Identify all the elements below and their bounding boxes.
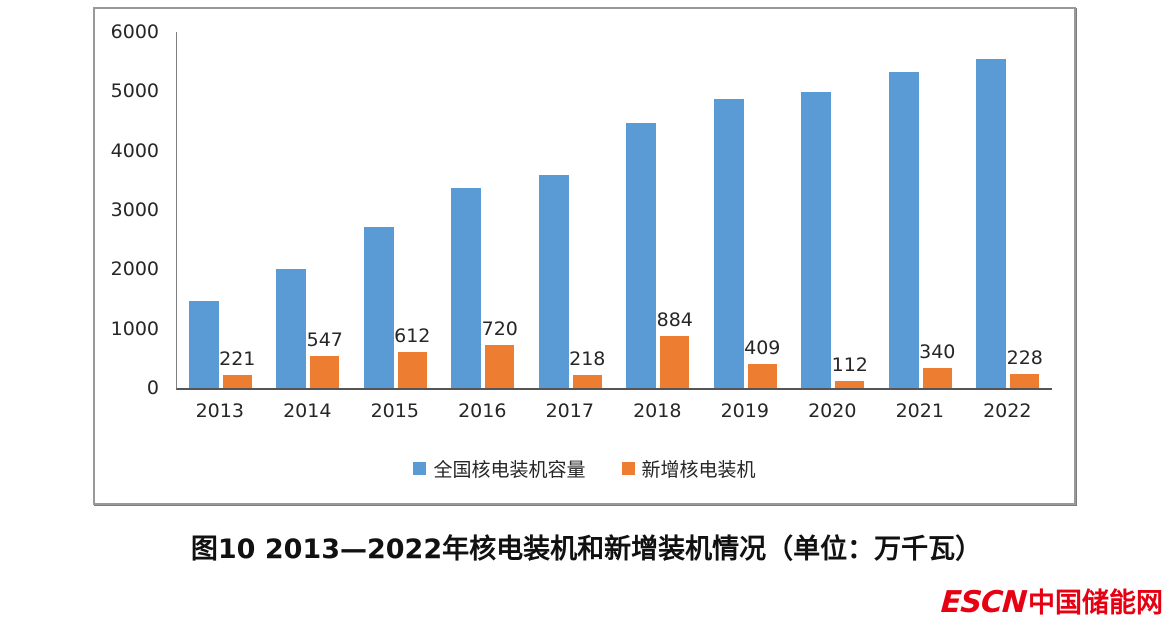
bar-new-2014 (310, 355, 340, 388)
escn-site-name: 中国储能网 (1028, 588, 1163, 619)
bar-value-label: 612 (394, 324, 431, 347)
bar-total-2017 (538, 175, 569, 388)
bar-value-label: 409 (744, 336, 781, 359)
bar-value-label: 720 (481, 318, 518, 341)
bar-value-label: 228 (1006, 347, 1043, 370)
legend-swatch-icon (621, 462, 635, 475)
x-tick-label: 2015 (370, 400, 419, 422)
bar-total-2022 (976, 58, 1007, 388)
x-tick-label: 2018 (633, 400, 682, 422)
bar-total-2015 (363, 226, 394, 388)
legend-item-new: 新增核电装机 (621, 455, 756, 482)
y-tick-label: 2000 (110, 258, 159, 281)
x-tick-label: 2016 (458, 400, 507, 422)
bar-value-label: 218 (569, 348, 606, 371)
bar-new-2019 (747, 363, 777, 388)
x-tick-label: 2013 (195, 400, 244, 422)
legend-swatch-icon (413, 462, 427, 475)
bar-total-2014 (276, 268, 307, 388)
bar-value-label: 340 (919, 340, 956, 363)
bar-total-2016 (451, 188, 482, 388)
x-tick-label: 2017 (545, 400, 594, 422)
escn-logo-text: ESCN (939, 585, 1028, 620)
bar-value-label: 221 (219, 347, 256, 370)
y-tick-label: 5000 (110, 80, 159, 103)
y-tick-label: 1000 (110, 317, 159, 340)
bar-new-2018 (660, 335, 690, 388)
bar-new-2016 (485, 345, 515, 388)
bar-total-2018 (626, 123, 657, 388)
legend: 全国核电装机容量 新增核电装机 (95, 455, 1074, 482)
bar-total-2019 (713, 98, 744, 388)
bar-new-2017 (572, 375, 602, 388)
chart-caption: 图10 2013—2022年核电装机和新增装机情况（单位：万千瓦） (190, 534, 983, 565)
bar-new-2020 (835, 381, 865, 388)
plot-area: 221 547 612 720 218 884 409 112 340 228 (176, 32, 1052, 390)
bar-total-2013 (188, 301, 219, 388)
escn-logo: ESCN中国储能网 (939, 581, 1163, 620)
bar-value-label: 112 (831, 354, 868, 377)
legend-label: 全国核电装机容量 (433, 459, 586, 481)
x-tick-label: 2022 (983, 400, 1032, 422)
bar-new-2013 (222, 374, 252, 388)
y-tick-label: 6000 (110, 21, 159, 43)
legend-item-total: 全国核电装机容量 (413, 455, 586, 482)
bar-new-2015 (397, 351, 427, 388)
bar-total-2021 (888, 72, 919, 388)
bar-value-label: 884 (656, 308, 693, 331)
y-tick-label: 4000 (110, 139, 159, 162)
x-tick-label: 2021 (895, 400, 944, 422)
chart-panel: 6000 5000 4000 3000 2000 1000 0 221 547 612 720 21… (93, 7, 1076, 505)
bar-new-2022 (1010, 374, 1040, 388)
y-tick-label: 3000 (110, 199, 159, 221)
bar-value-label: 547 (306, 328, 343, 351)
x-tick-label: 2014 (283, 400, 332, 422)
x-tick-label: 2020 (808, 400, 857, 422)
x-tick-label: 2019 (720, 400, 769, 422)
y-tick-label: 0 (146, 377, 159, 399)
bar-new-2021 (922, 367, 952, 388)
legend-label: 新增核电装机 (641, 459, 756, 481)
bar-total-2020 (801, 92, 832, 388)
